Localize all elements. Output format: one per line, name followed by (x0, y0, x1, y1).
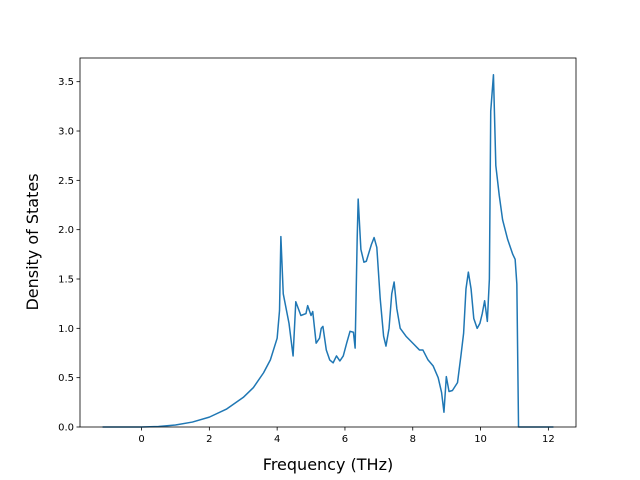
y-tick-label: 1.0 (58, 324, 74, 335)
y-tick-label: 3.5 (58, 77, 74, 88)
x-tick-label: 12 (542, 434, 555, 445)
y-tick-label: 0.5 (58, 373, 74, 384)
plot-frame (79, 57, 577, 428)
y-tick-label: 2.0 (58, 225, 74, 236)
y-axis-label: Density of States (23, 173, 42, 310)
y-tick-label: 2.5 (58, 176, 74, 187)
x-tick-label: 6 (342, 434, 348, 445)
line (102, 74, 554, 428)
x-tick-label: 4 (274, 434, 280, 445)
x-tick-label: 0 (138, 434, 144, 445)
y-tick-label: 3.0 (58, 127, 74, 138)
x-tick-label: 8 (410, 434, 416, 445)
x-axis-label: Frequency (THz) (263, 455, 393, 474)
y-tick-label: 0.0 (58, 423, 74, 434)
x-tick-label: 2 (206, 434, 212, 445)
x-tick-label: 10 (474, 434, 487, 445)
y-tick-label: 1.5 (58, 275, 74, 286)
